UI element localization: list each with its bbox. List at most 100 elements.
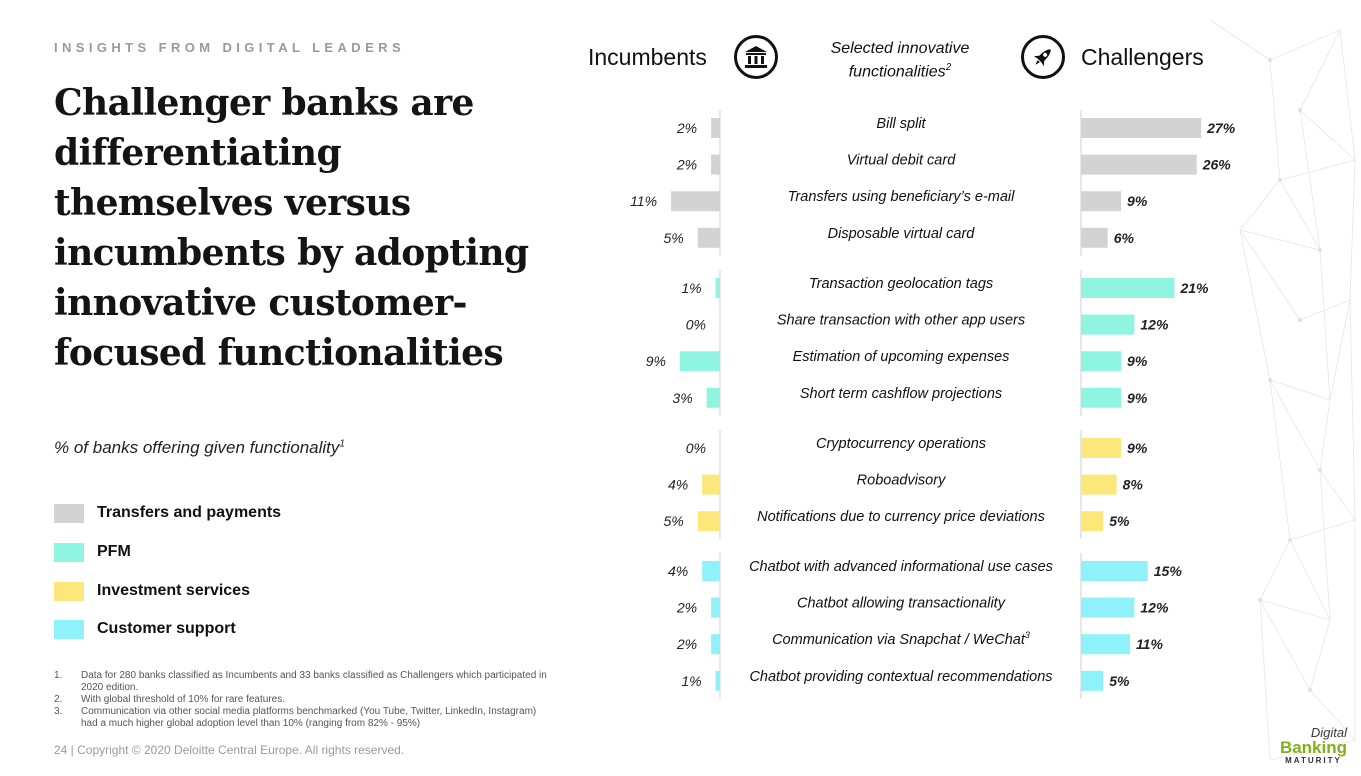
incumbents-bar-support-1 [702,561,720,581]
eyebrow: INSIGHTS FROM DIGITAL LEADERS [54,40,406,55]
challengers-value-label-investment-2: 8% [1123,477,1144,493]
challengers-heading: Challengers [1081,44,1204,70]
functionality-label-support-2: Chatbot allowing transactionality [797,596,1006,612]
footnote-1: 1. Data for 280 banks classified as Incu… [54,670,554,694]
challengers-bar-support-1 [1081,561,1148,581]
incumbents-value-label-pfm-2: 0% [686,317,706,333]
digital-banking-maturity-logo: Digital Banking MATURITY [1280,726,1347,766]
incumbents-bar-pfm-3 [679,351,720,372]
incumbents-value-label-investment-1: 0% [686,440,706,456]
functionalities-heading-sup: 2 [945,62,952,73]
incumbents-bar-support-3 [711,634,720,655]
footnote-text: Communication via other social media pla… [81,706,537,729]
challengers-value-label-investment-3: 5% [1109,513,1130,529]
incumbents-value-label-pfm-3: 9% [646,353,666,369]
functionality-label-investment-2: Roboadvisory [857,473,946,489]
incumbents-bar-pfm-1 [715,278,720,298]
functionality-label-investment-1: Cryptocurrency operations [816,436,986,452]
functionality-label-pfm-4: Short term cashflow projections [800,386,1002,402]
functionality-label-pfm-3: Estimation of upcoming expenses [793,349,1010,365]
functionality-label-transfers-4: Disposable virtual card [828,226,976,242]
page-title: Challenger banks are differentiating the… [54,82,529,374]
incumbents-bar-pfm-4 [706,387,720,408]
functionality-label-sup: 3 [1025,630,1030,640]
footnote-text: With global threshold of 10% for rare fe… [81,694,285,705]
legend-label-support: Customer support [97,620,236,637]
challengers-value-label-transfers-4: 6% [1114,230,1135,246]
incumbents-value-label-transfers-4: 5% [664,230,684,246]
footnote-3: 3. Communication via other social media … [54,706,554,730]
incumbents-bar-transfers-4 [697,227,720,248]
functionalities-heading-text: Selected innovative functionalities [830,40,970,81]
incumbents-bar-support-2 [711,597,720,618]
chart-subtitle: % of banks offering given functionality1 [54,438,345,458]
incumbents-value-label-pfm-4: 3% [672,390,692,406]
logo-text-top: Digital [1310,725,1347,740]
legend-label-pfm: PFM [97,543,131,560]
challengers-bar-support-4 [1081,670,1104,691]
chart-subtitle-sup: 1 [339,438,345,450]
bank-icon-glyph [745,46,767,68]
footnotes: 1. Data for 280 banks classified as Incu… [54,670,554,730]
copyright-footer: 24 | Copyright © 2020 Deloitte Central E… [54,743,405,757]
incumbents-value-label-support-3: 2% [676,636,697,652]
challengers-bar-transfers-3 [1081,191,1122,212]
incumbents-bar-support-4 [715,670,720,691]
challengers-value-label-investment-1: 9% [1127,440,1148,456]
challengers-value-label-pfm-4: 9% [1127,390,1148,406]
functionality-label-pfm-1: Transaction geolocation tags [809,276,993,292]
logo-text-middle: Banking [1279,738,1347,757]
challengers-value-label-pfm-3: 9% [1127,353,1148,369]
incumbents-value-label-support-2: 2% [676,600,697,616]
legend-label-investment: Investment services [97,582,250,599]
footnote-number: 3. [54,706,63,717]
background-network-pattern [1209,19,1356,761]
incumbents-value-label-transfers-3: 11% [630,193,657,209]
challengers-bar-transfers-4 [1081,227,1108,248]
bank-icon [734,35,778,79]
incumbents-value-label-pfm-1: 1% [681,280,701,296]
footnote-number: 2. [54,694,63,705]
incumbents-heading: Incumbents [588,44,707,70]
challengers-bar-investment-1 [1081,438,1122,458]
legend-swatch-transfers [54,504,84,523]
rocket-icon-glyph [1033,49,1051,67]
challengers-bar-pfm-1 [1081,278,1175,298]
legend-label-transfers: Transfers and payments [97,504,282,521]
challengers-value-label-support-3: 11% [1136,636,1164,652]
incumbents-value-label-transfers-2: 2% [676,157,697,173]
challengers-bar-pfm-4 [1081,387,1122,408]
incumbents-bar-investment-2 [702,474,720,495]
incumbents-bar-transfers-3 [671,191,720,212]
functionality-label-support-3: Communication via Snapchat / WeChat3 [772,630,1030,648]
challengers-bar-pfm-3 [1081,351,1122,372]
functionality-label-pfm-2: Share transaction with other app users [777,313,1025,329]
incumbents-value-label-support-4: 1% [681,673,701,689]
challengers-bar-investment-2 [1081,474,1117,495]
logo-text-bottom: MATURITY [1285,756,1342,765]
incumbents-bar-transfers-1 [711,118,720,138]
challengers-value-label-support-2: 12% [1140,600,1169,616]
functionality-label-support-4: Chatbot providing contextual recommendat… [749,669,1052,685]
footnote-text: Data for 280 banks classified as Incumbe… [81,670,547,693]
functionality-label-transfers-3: Transfers using beneficiary’s e-mail [788,189,1015,205]
legend-swatch-pfm [54,543,84,562]
functionalities-heading: Selected innovative functionalities2 [800,39,1000,81]
incumbents-value-label-support-1: 4% [668,563,688,579]
legend-swatch-support [54,620,84,639]
challengers-bar-support-2 [1081,597,1135,618]
functionality-label-transfers-1: Bill split [876,116,926,132]
challengers-bar-pfm-2 [1081,314,1135,335]
challengers-value-label-transfers-1: 27% [1206,120,1236,136]
challengers-bar-support-3 [1081,634,1130,655]
functionality-label-support-1: Chatbot with advanced informational use … [749,559,1053,575]
challengers-value-label-pfm-2: 12% [1140,317,1169,333]
challengers-bar-investment-3 [1081,511,1104,532]
challengers-value-label-support-1: 15% [1154,563,1183,579]
chart-subtitle-text: % of banks offering given functionality [54,438,340,457]
incumbents-bar-investment-3 [697,511,720,532]
incumbents-value-label-investment-3: 5% [664,513,684,529]
footnote-2: 2. With global threshold of 10% for rare… [54,694,554,706]
legend-swatch-investment [54,582,84,601]
